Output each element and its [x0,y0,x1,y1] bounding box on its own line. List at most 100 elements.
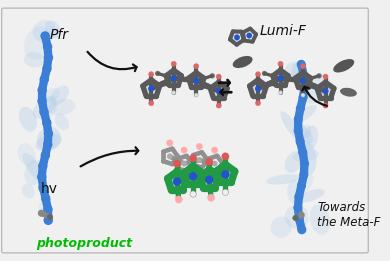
Circle shape [171,75,177,81]
Polygon shape [166,70,181,85]
Circle shape [181,147,187,153]
Ellipse shape [333,59,354,73]
Ellipse shape [285,151,303,173]
Circle shape [193,78,199,84]
Circle shape [255,86,261,92]
Circle shape [38,210,44,216]
Ellipse shape [310,204,330,235]
Circle shape [149,86,154,92]
Circle shape [189,172,197,180]
Circle shape [299,170,308,179]
Polygon shape [200,170,219,188]
Circle shape [44,53,53,62]
Polygon shape [189,73,204,87]
Circle shape [296,137,305,146]
Circle shape [172,91,176,95]
Circle shape [149,72,154,77]
Ellipse shape [301,142,317,175]
Ellipse shape [297,189,325,203]
Circle shape [47,214,53,220]
Circle shape [190,191,196,197]
Ellipse shape [284,62,304,80]
Circle shape [296,104,305,113]
Text: Pfr: Pfr [50,28,69,42]
Ellipse shape [55,114,69,130]
Ellipse shape [43,88,60,102]
Text: Towards
the Meta-F: Towards the Meta-F [317,201,381,229]
Polygon shape [317,82,334,98]
Ellipse shape [303,126,318,149]
Circle shape [222,171,229,177]
Circle shape [278,75,283,81]
Circle shape [323,74,328,79]
Ellipse shape [24,52,45,67]
Ellipse shape [35,134,62,151]
Circle shape [300,159,309,168]
Circle shape [307,84,312,89]
Circle shape [37,85,47,95]
Circle shape [173,160,181,167]
Polygon shape [168,172,186,189]
Circle shape [300,64,306,69]
Circle shape [207,194,215,201]
Circle shape [197,157,202,163]
Circle shape [39,107,49,117]
Circle shape [155,71,160,76]
Ellipse shape [18,143,36,166]
Ellipse shape [340,88,357,97]
Circle shape [37,96,47,106]
Circle shape [299,71,308,80]
Circle shape [167,140,173,146]
Circle shape [323,88,328,94]
Polygon shape [250,80,266,96]
Circle shape [206,166,213,172]
Polygon shape [216,164,235,182]
Ellipse shape [24,27,51,60]
Circle shape [234,35,240,40]
Circle shape [222,170,229,178]
Ellipse shape [297,175,314,196]
Circle shape [301,93,305,97]
Circle shape [246,33,252,38]
Circle shape [181,161,187,166]
Circle shape [278,61,283,66]
Circle shape [323,103,328,108]
Circle shape [38,161,48,171]
Circle shape [297,60,306,69]
Circle shape [39,75,49,84]
Ellipse shape [41,96,57,118]
Circle shape [210,73,215,78]
Circle shape [317,73,321,78]
Circle shape [222,153,229,160]
Circle shape [293,215,298,221]
Ellipse shape [19,107,37,132]
Ellipse shape [233,56,253,68]
Circle shape [294,126,303,135]
Ellipse shape [293,105,317,123]
Circle shape [216,103,221,108]
Circle shape [255,72,261,77]
Circle shape [298,212,305,218]
Circle shape [212,161,217,166]
Circle shape [294,115,303,124]
Circle shape [255,100,261,106]
Circle shape [216,74,221,79]
Ellipse shape [25,160,43,186]
Ellipse shape [38,200,49,213]
Text: photoproduct: photoproduct [37,237,133,250]
Circle shape [297,225,307,234]
Ellipse shape [37,127,61,151]
Ellipse shape [266,174,300,185]
Circle shape [211,147,218,153]
Circle shape [272,81,277,86]
Circle shape [165,81,170,86]
Ellipse shape [294,124,313,143]
Circle shape [200,84,205,89]
Polygon shape [143,80,160,96]
Ellipse shape [293,149,319,162]
Polygon shape [273,70,288,85]
Circle shape [149,100,154,106]
Circle shape [206,158,213,165]
Circle shape [174,168,180,174]
Circle shape [194,64,199,69]
